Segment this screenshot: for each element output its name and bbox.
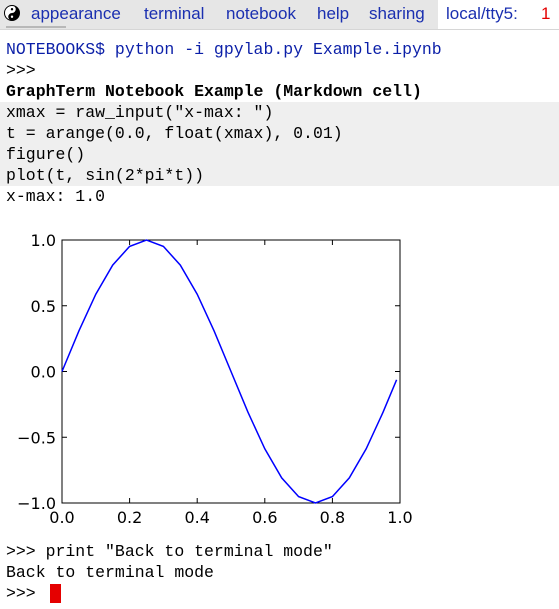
code-line: plot(t, sin(2*pi*t)) xyxy=(6,165,204,186)
code-line: t = arange(0.0, float(xmax), 0.01) xyxy=(6,123,343,144)
print-command: >>> print "Back to terminal mode" xyxy=(6,541,333,562)
x-tick-label: 0.8 xyxy=(320,508,345,527)
menu-terminal[interactable]: terminal xyxy=(144,4,204,24)
python-prompt: >>> xyxy=(6,60,36,81)
x-tick-label: 0.6 xyxy=(252,508,277,527)
sine-plot: 0.0 0.2 0.4 0.6 0.8 1.01.00.50.0−0.5−1.0 xyxy=(0,218,420,528)
session-path: local/tty5: xyxy=(446,4,518,24)
final-prompt: >>> xyxy=(6,583,36,604)
menu-sharing[interactable]: sharing xyxy=(369,4,425,24)
menu-notebook[interactable]: notebook xyxy=(226,4,296,24)
x-tick-label: 0.4 xyxy=(184,508,209,527)
y-tick-label: −0.5 xyxy=(17,428,56,447)
y-tick-label: 0.0 xyxy=(31,363,56,382)
code-line: xmax = raw_input("x-max: ") xyxy=(6,102,273,123)
x-tick-label: 0.2 xyxy=(117,508,142,527)
markdown-heading: GraphTerm Notebook Example (Markdown cel… xyxy=(6,81,422,102)
session-label: local/tty5: 1 xyxy=(438,0,559,29)
scrolled-text-fragment xyxy=(6,24,66,30)
menu-help[interactable]: help xyxy=(317,4,349,24)
code-line: figure() xyxy=(6,144,85,165)
print-output: Back to terminal mode xyxy=(6,562,214,583)
y-tick-label: 1.0 xyxy=(31,231,56,250)
input-echo: x-max: 1.0 xyxy=(6,186,105,207)
yin-yang-icon[interactable] xyxy=(4,5,20,21)
y-tick-label: −1.0 xyxy=(17,494,56,513)
session-number: 1 xyxy=(541,4,550,24)
shell-command-line: NOTEBOOKS$ python -i gpylab.py Example.i… xyxy=(6,39,442,60)
menu-bar: appearance terminal notebook help sharin… xyxy=(0,0,559,30)
series-line xyxy=(62,240,397,503)
y-tick-label: 0.5 xyxy=(31,297,56,316)
menu-appearance[interactable]: appearance xyxy=(31,4,121,24)
x-tick-label: 1.0 xyxy=(387,508,412,527)
terminal-cursor[interactable] xyxy=(50,584,61,603)
